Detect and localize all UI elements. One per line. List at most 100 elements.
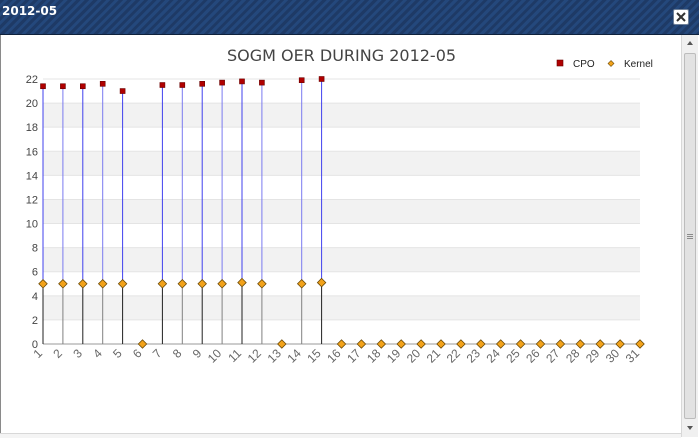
x-tick-label: 11 (225, 346, 244, 365)
grid-band (43, 223, 640, 248)
window-titlebar: 2012-05 (0, 0, 699, 35)
x-tick-label: 13 (265, 346, 285, 366)
window-bottom-edge (0, 433, 681, 438)
y-tick-label: 8 (32, 243, 38, 255)
legend-marker-cpo (556, 59, 564, 67)
grid-band (43, 127, 640, 152)
x-tick-label: 24 (483, 346, 503, 366)
y-tick-label: 18 (26, 122, 38, 134)
grid-band (43, 79, 640, 104)
y-tick-label: 2 (32, 315, 38, 327)
scroll-up-button[interactable] (682, 35, 698, 52)
close-icon (676, 12, 686, 22)
x-tick-label: 25 (503, 346, 523, 366)
grid-band (43, 175, 640, 200)
y-tick-label: 0 (32, 339, 38, 351)
kernel-point (117, 279, 128, 289)
x-tick-label: 12 (245, 346, 265, 366)
kernel-point (38, 279, 48, 289)
kernel-point (336, 339, 347, 349)
grip-line (687, 238, 693, 239)
kernel-point (237, 277, 247, 288)
legend: CPO Kernel (556, 59, 653, 70)
cpo-point (119, 88, 126, 94)
x-tick-label: 27 (543, 346, 563, 366)
cpo-point (259, 79, 265, 86)
kernel-point (137, 339, 148, 349)
x-tick-label: 29 (583, 346, 603, 366)
kernel-point (316, 277, 327, 288)
window-title: 2012-05 (2, 4, 58, 18)
kernel-point (615, 339, 625, 349)
kernel-point (217, 279, 227, 289)
kernel-point (197, 279, 207, 289)
x-tick-label: 31 (623, 346, 643, 366)
chart-title: SOGM OER DURING 2012-05 (227, 46, 456, 65)
kernel-point (436, 339, 446, 349)
legend-label-kernel: Kernel (624, 59, 653, 70)
y-tick-label: 4 (32, 291, 38, 303)
close-button[interactable] (673, 9, 689, 25)
y-tick-label: 22 (26, 74, 38, 86)
x-tick-label: 10 (205, 346, 225, 366)
x-tick-label: 19 (384, 346, 404, 366)
cpo-point (99, 81, 106, 87)
y-tick-label: 14 (26, 170, 38, 182)
kernel-point (495, 339, 506, 349)
x-tick-label: 8 (170, 346, 185, 361)
kernel-point (97, 279, 108, 289)
grid-band (43, 295, 640, 320)
x-tick-label: 3 (70, 346, 85, 361)
arrow-up-icon (687, 41, 693, 45)
kernel-point (456, 339, 466, 349)
cpo-point (219, 79, 225, 86)
cpo-point (159, 82, 166, 88)
kernel-point (476, 339, 486, 349)
cpo-point (239, 78, 245, 85)
grid-band (43, 247, 640, 272)
cpo-point (318, 76, 325, 82)
x-tick-label: 17 (344, 346, 364, 366)
grid-band (43, 151, 640, 176)
kernel-point (356, 339, 367, 349)
kernel-point (555, 339, 566, 349)
kernel-point (296, 279, 307, 289)
grid-band (43, 199, 640, 224)
kernel-point (257, 279, 267, 289)
kernel-point (376, 339, 387, 349)
cpo-point (80, 83, 86, 90)
x-tick-label: 30 (603, 346, 623, 366)
kernel-point (177, 279, 188, 289)
kernel-point (635, 339, 645, 349)
kernel-point (535, 339, 546, 349)
x-tick-label: 18 (364, 346, 384, 366)
cpo-point (40, 83, 46, 90)
kernel-point (157, 279, 168, 289)
y-tick-label: 6 (32, 267, 38, 279)
y-tick-label: 16 (26, 146, 38, 158)
y-tick-label: 20 (26, 98, 38, 110)
x-tick-label: 14 (284, 346, 304, 366)
x-tick-label: 7 (150, 346, 165, 361)
x-tick-label: 5 (110, 346, 125, 361)
grip-line (687, 234, 693, 235)
kernel-point (78, 279, 88, 289)
kernel-point (595, 339, 605, 349)
x-tick-label: 22 (444, 346, 464, 366)
x-tick-label: 23 (464, 346, 484, 366)
kernel-point (58, 279, 68, 289)
scroll-down-button[interactable] (682, 420, 698, 437)
legend-label-cpo: CPO (573, 59, 595, 70)
legend-marker-kernel (607, 60, 615, 67)
cpo-point (199, 81, 205, 87)
x-tick-label: 28 (563, 346, 583, 366)
cpo-point (179, 82, 186, 88)
x-tick-label: 4 (90, 346, 105, 361)
scroll-thumb[interactable] (684, 53, 696, 419)
x-tick-label: 2 (50, 346, 65, 361)
x-tick-label: 20 (404, 346, 424, 366)
kernel-point (416, 339, 426, 349)
vertical-scrollbar[interactable] (681, 35, 698, 437)
x-tick-label: 26 (523, 346, 543, 366)
